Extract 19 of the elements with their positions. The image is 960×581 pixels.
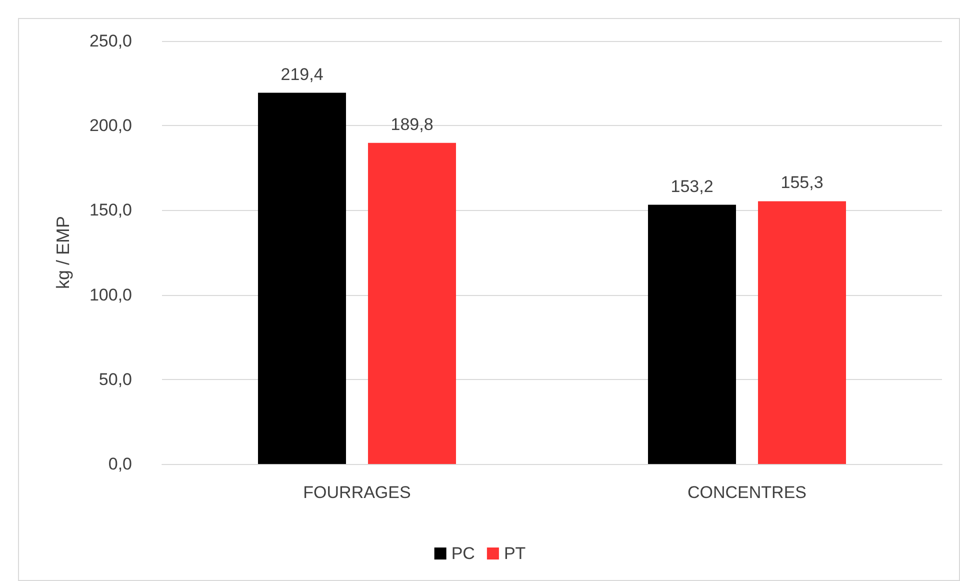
y-tick-label: 200,0: [89, 116, 132, 136]
y-tick-label: 150,0: [89, 200, 132, 220]
y-tick-label: 250,0: [89, 32, 132, 50]
bar: [258, 92, 346, 464]
y-tick-label: 0,0: [108, 454, 132, 474]
text: 155,3: [780, 173, 824, 192]
y-tick-label: 50,0: [98, 370, 132, 389]
legend-label: PC: [451, 544, 475, 563]
legend-label: PT: [504, 544, 526, 563]
text: 153,2: [670, 176, 714, 196]
y-tick-label: 100,0: [89, 285, 132, 304]
bar: [648, 204, 736, 464]
bar: [758, 201, 846, 464]
y-axis-title: kg / EMP: [53, 216, 73, 290]
bar: [368, 142, 456, 464]
text: 219,4: [280, 64, 324, 84]
x-tick-label: FOURRAGES: [303, 483, 411, 502]
x-tick-label: CONCENTRES: [687, 483, 807, 502]
text: 189,8: [390, 114, 434, 134]
